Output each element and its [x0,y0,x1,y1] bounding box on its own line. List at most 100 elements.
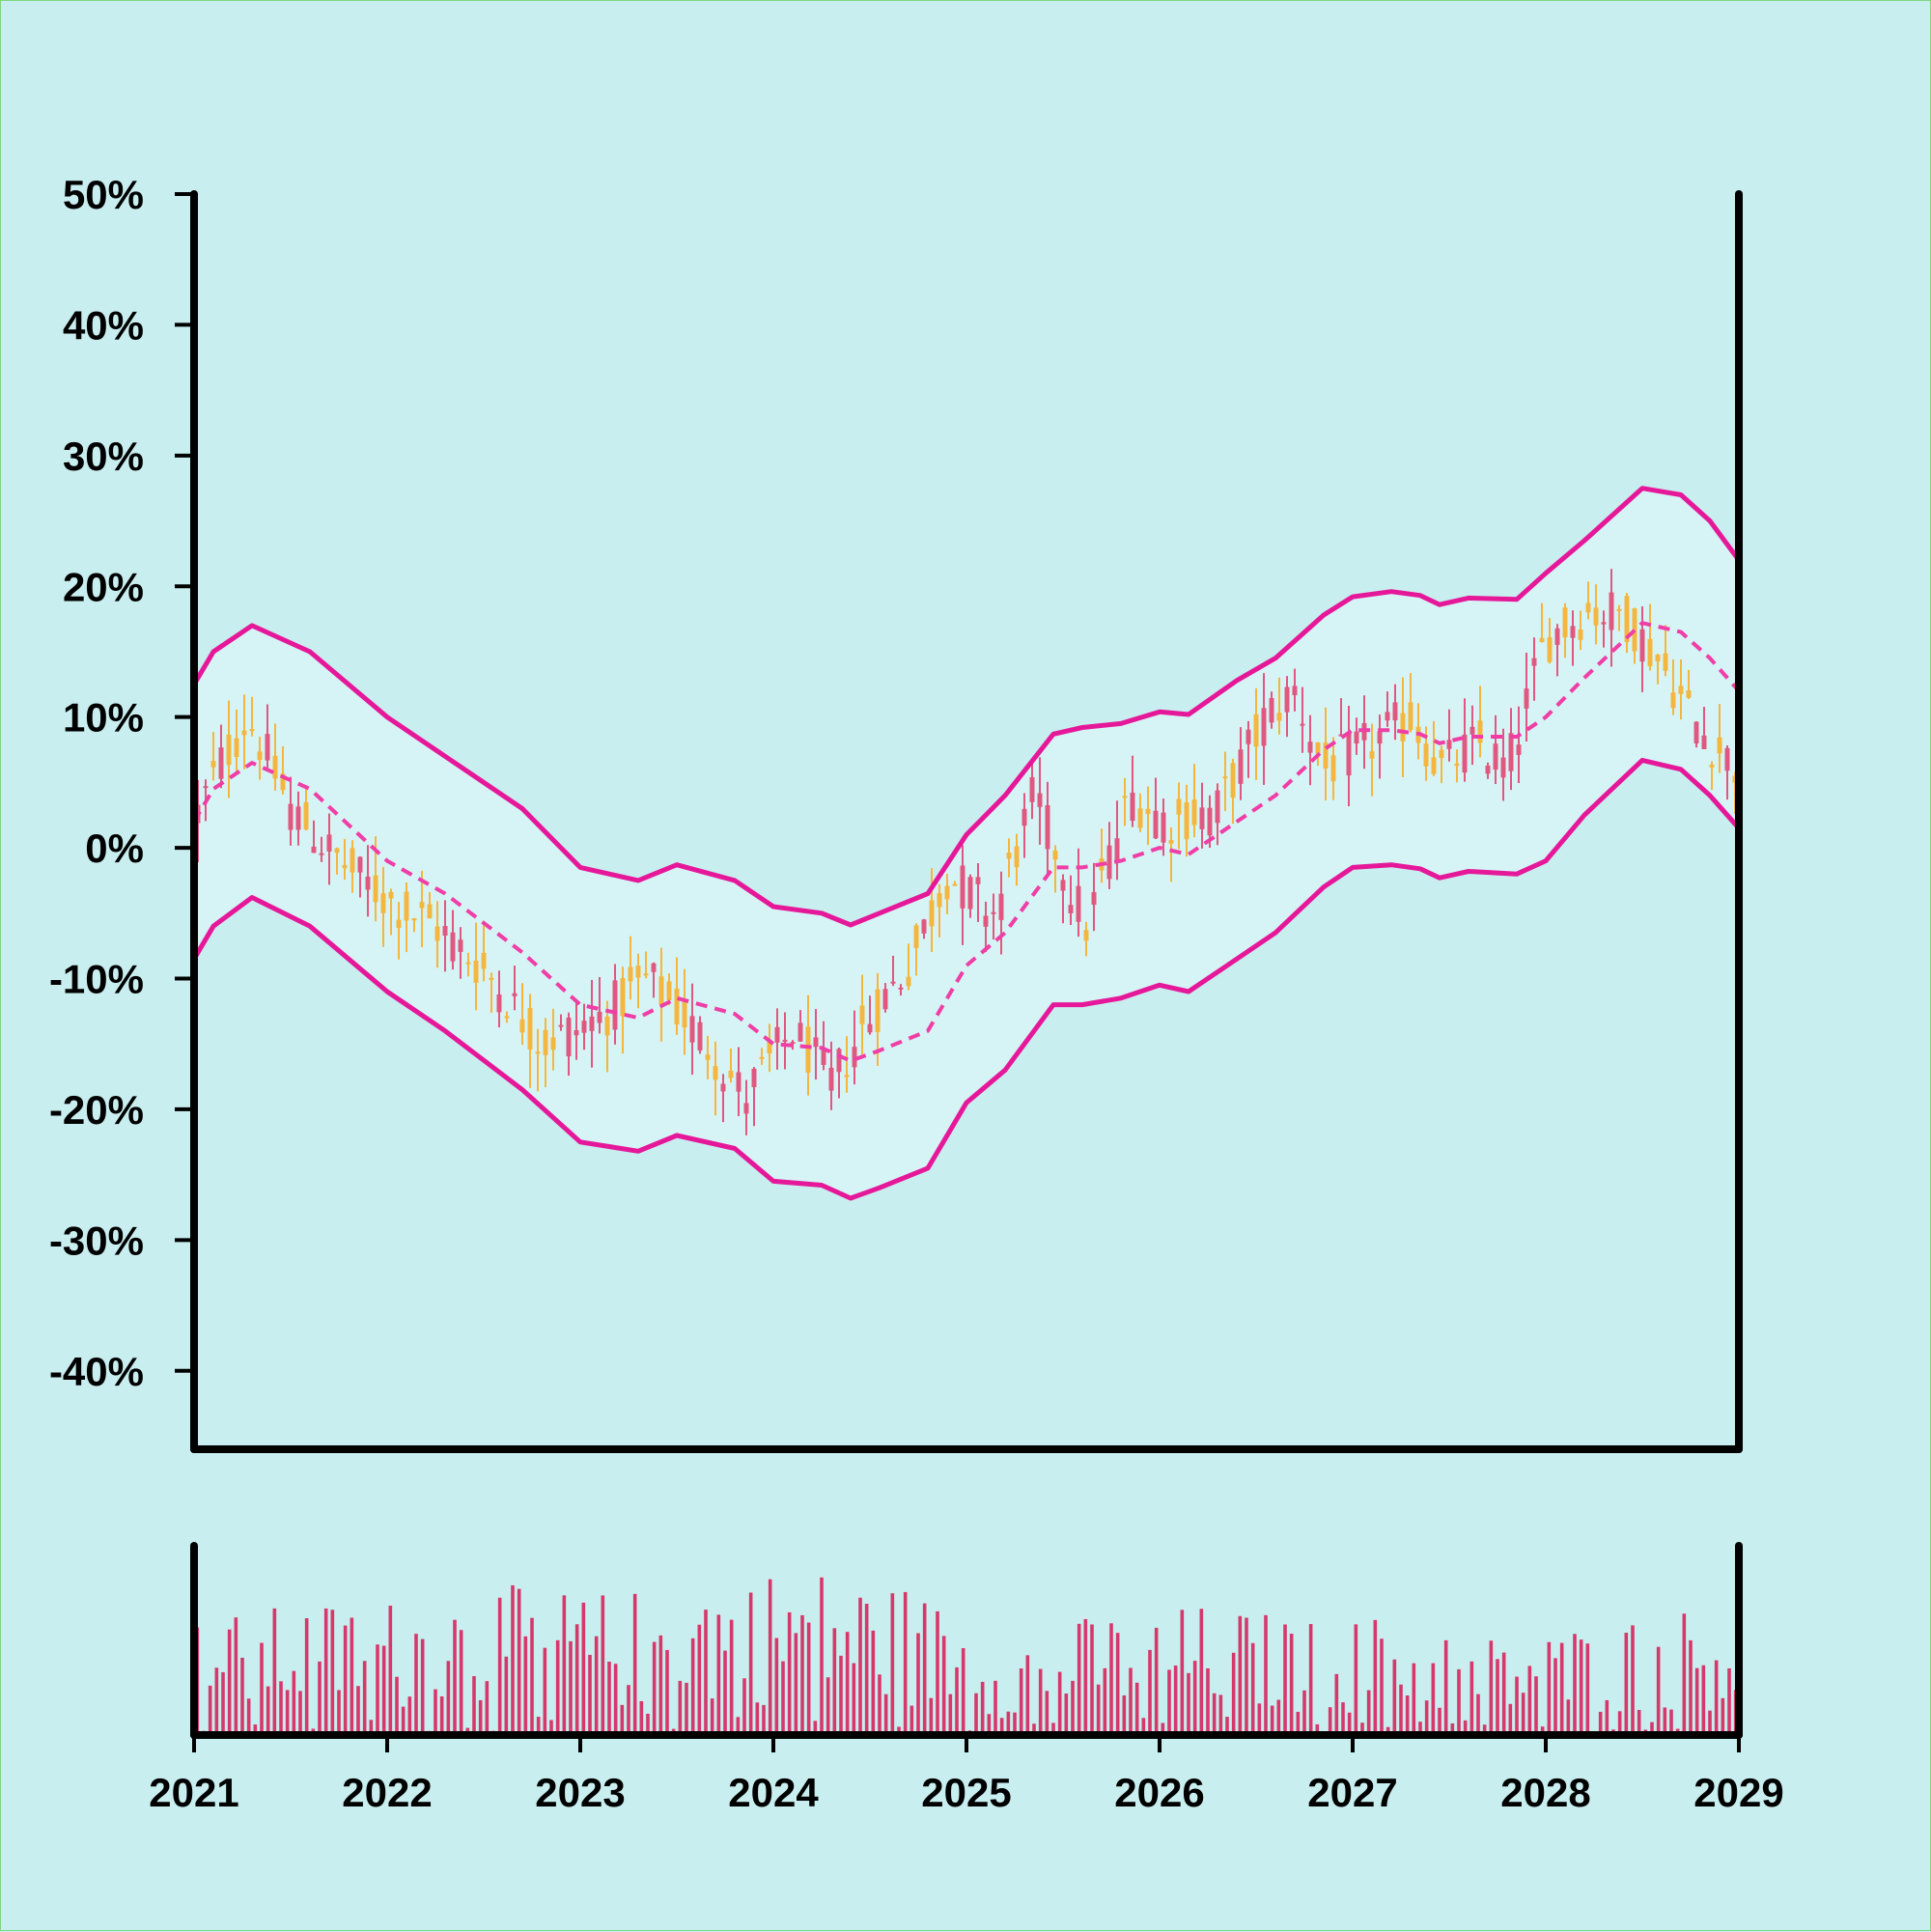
volume-bar [1399,1684,1403,1735]
volume-bar [304,1617,309,1735]
volume-bar [337,1690,341,1735]
candle-down [558,1024,564,1027]
candle-up [1562,607,1568,638]
volume-bar [1083,1618,1088,1735]
volume-bar [690,1638,695,1735]
candle-down [1292,686,1298,696]
volume-bar [1289,1634,1294,1735]
bollinger-middle-line [192,621,1741,1063]
volume-bar [1598,1711,1603,1735]
volume-bar [1161,1722,1165,1735]
candle-up [937,893,942,908]
candle-up [1369,751,1375,759]
volume-bar [716,1614,721,1735]
candle-down [1485,765,1491,774]
volume-bar [1264,1614,1268,1735]
candle-down [1516,744,1522,755]
volume-bar [871,1630,876,1735]
volume-bar [1315,1723,1320,1735]
candle-up [1222,776,1228,779]
candle-down [1392,702,1398,721]
candle-up [1477,720,1483,743]
candle-up [658,976,664,1005]
volume-bar [594,1636,599,1735]
volume-bar [434,1689,437,1735]
candle-down [991,911,996,914]
candle-down [1161,812,1166,843]
candle-up [635,966,641,978]
volume-bar [407,1696,412,1735]
volume-bar [1250,1642,1255,1735]
volume-bar [1534,1676,1538,1735]
volume-bar [1071,1680,1075,1735]
candle-up [805,1026,811,1073]
volume-bar [1566,1699,1571,1735]
candle-up [1431,757,1437,774]
volume-bar [1438,1707,1441,1735]
volume-bar [1192,1661,1197,1735]
volume-bar [1122,1694,1127,1735]
volume-bar [253,1724,258,1735]
candle-up [1678,686,1684,694]
volume-bar [903,1591,908,1735]
candle-up [1006,853,1012,859]
candle-down [821,1047,826,1065]
candle-down [1385,712,1390,721]
volume-bar [362,1661,367,1735]
volume-bar [1296,1711,1301,1735]
volume-bar [530,1617,534,1735]
volume-bar [549,1720,553,1735]
volume-bar [1515,1676,1519,1735]
candle-down [1354,731,1359,744]
volume-bar [1392,1659,1397,1735]
candle-down [1724,747,1730,771]
candle-up [481,952,487,969]
x-tick-label: 2024 [728,1770,819,1815]
candle-down [1508,733,1514,771]
candle-down [442,926,448,937]
y-tick-label: 20% [63,564,144,609]
candle-up [767,1039,772,1053]
candle-up [210,761,216,768]
candle-up [1655,655,1661,661]
y-tick-label: 30% [63,434,144,479]
candle-down [288,803,294,830]
candle-down [1153,810,1159,839]
candle-up [519,1019,525,1033]
candle-down [1554,628,1560,645]
candle-down [612,980,618,1030]
volume-bar [1019,1668,1023,1735]
volume-bar [607,1661,611,1735]
candle-down [1238,749,1244,784]
volume-bar [1341,1702,1345,1735]
volume-bar [292,1670,296,1735]
candle-down [1701,735,1707,749]
volume-bar [1443,1639,1448,1735]
volume-bar [897,1726,901,1735]
volume-bar [279,1681,283,1735]
volume-bar [999,1718,1004,1735]
candle-up [350,848,355,873]
volume-bar [1187,1672,1190,1735]
candle-up [1145,808,1151,815]
volume-bar [574,1624,579,1735]
volume-bar [1669,1709,1673,1735]
volume-bar [1482,1724,1487,1735]
candle-up [427,904,433,919]
volume-bar [748,1592,753,1735]
volume-bar [1032,1723,1036,1735]
volume-bar [1212,1693,1217,1735]
volume-bar [555,1639,560,1735]
candle-down [496,994,502,1013]
volume-bar [1276,1699,1281,1735]
candle-up [1014,846,1020,868]
volume-bar [1656,1646,1661,1735]
y-tick-label: -30% [49,1218,144,1263]
candle-up [713,1066,718,1080]
volume-bar [1553,1658,1557,1735]
volume-bar [929,1697,934,1735]
volume-bar [845,1632,850,1735]
x-tick-label: 2025 [921,1770,1011,1815]
candle-down [790,1042,796,1045]
